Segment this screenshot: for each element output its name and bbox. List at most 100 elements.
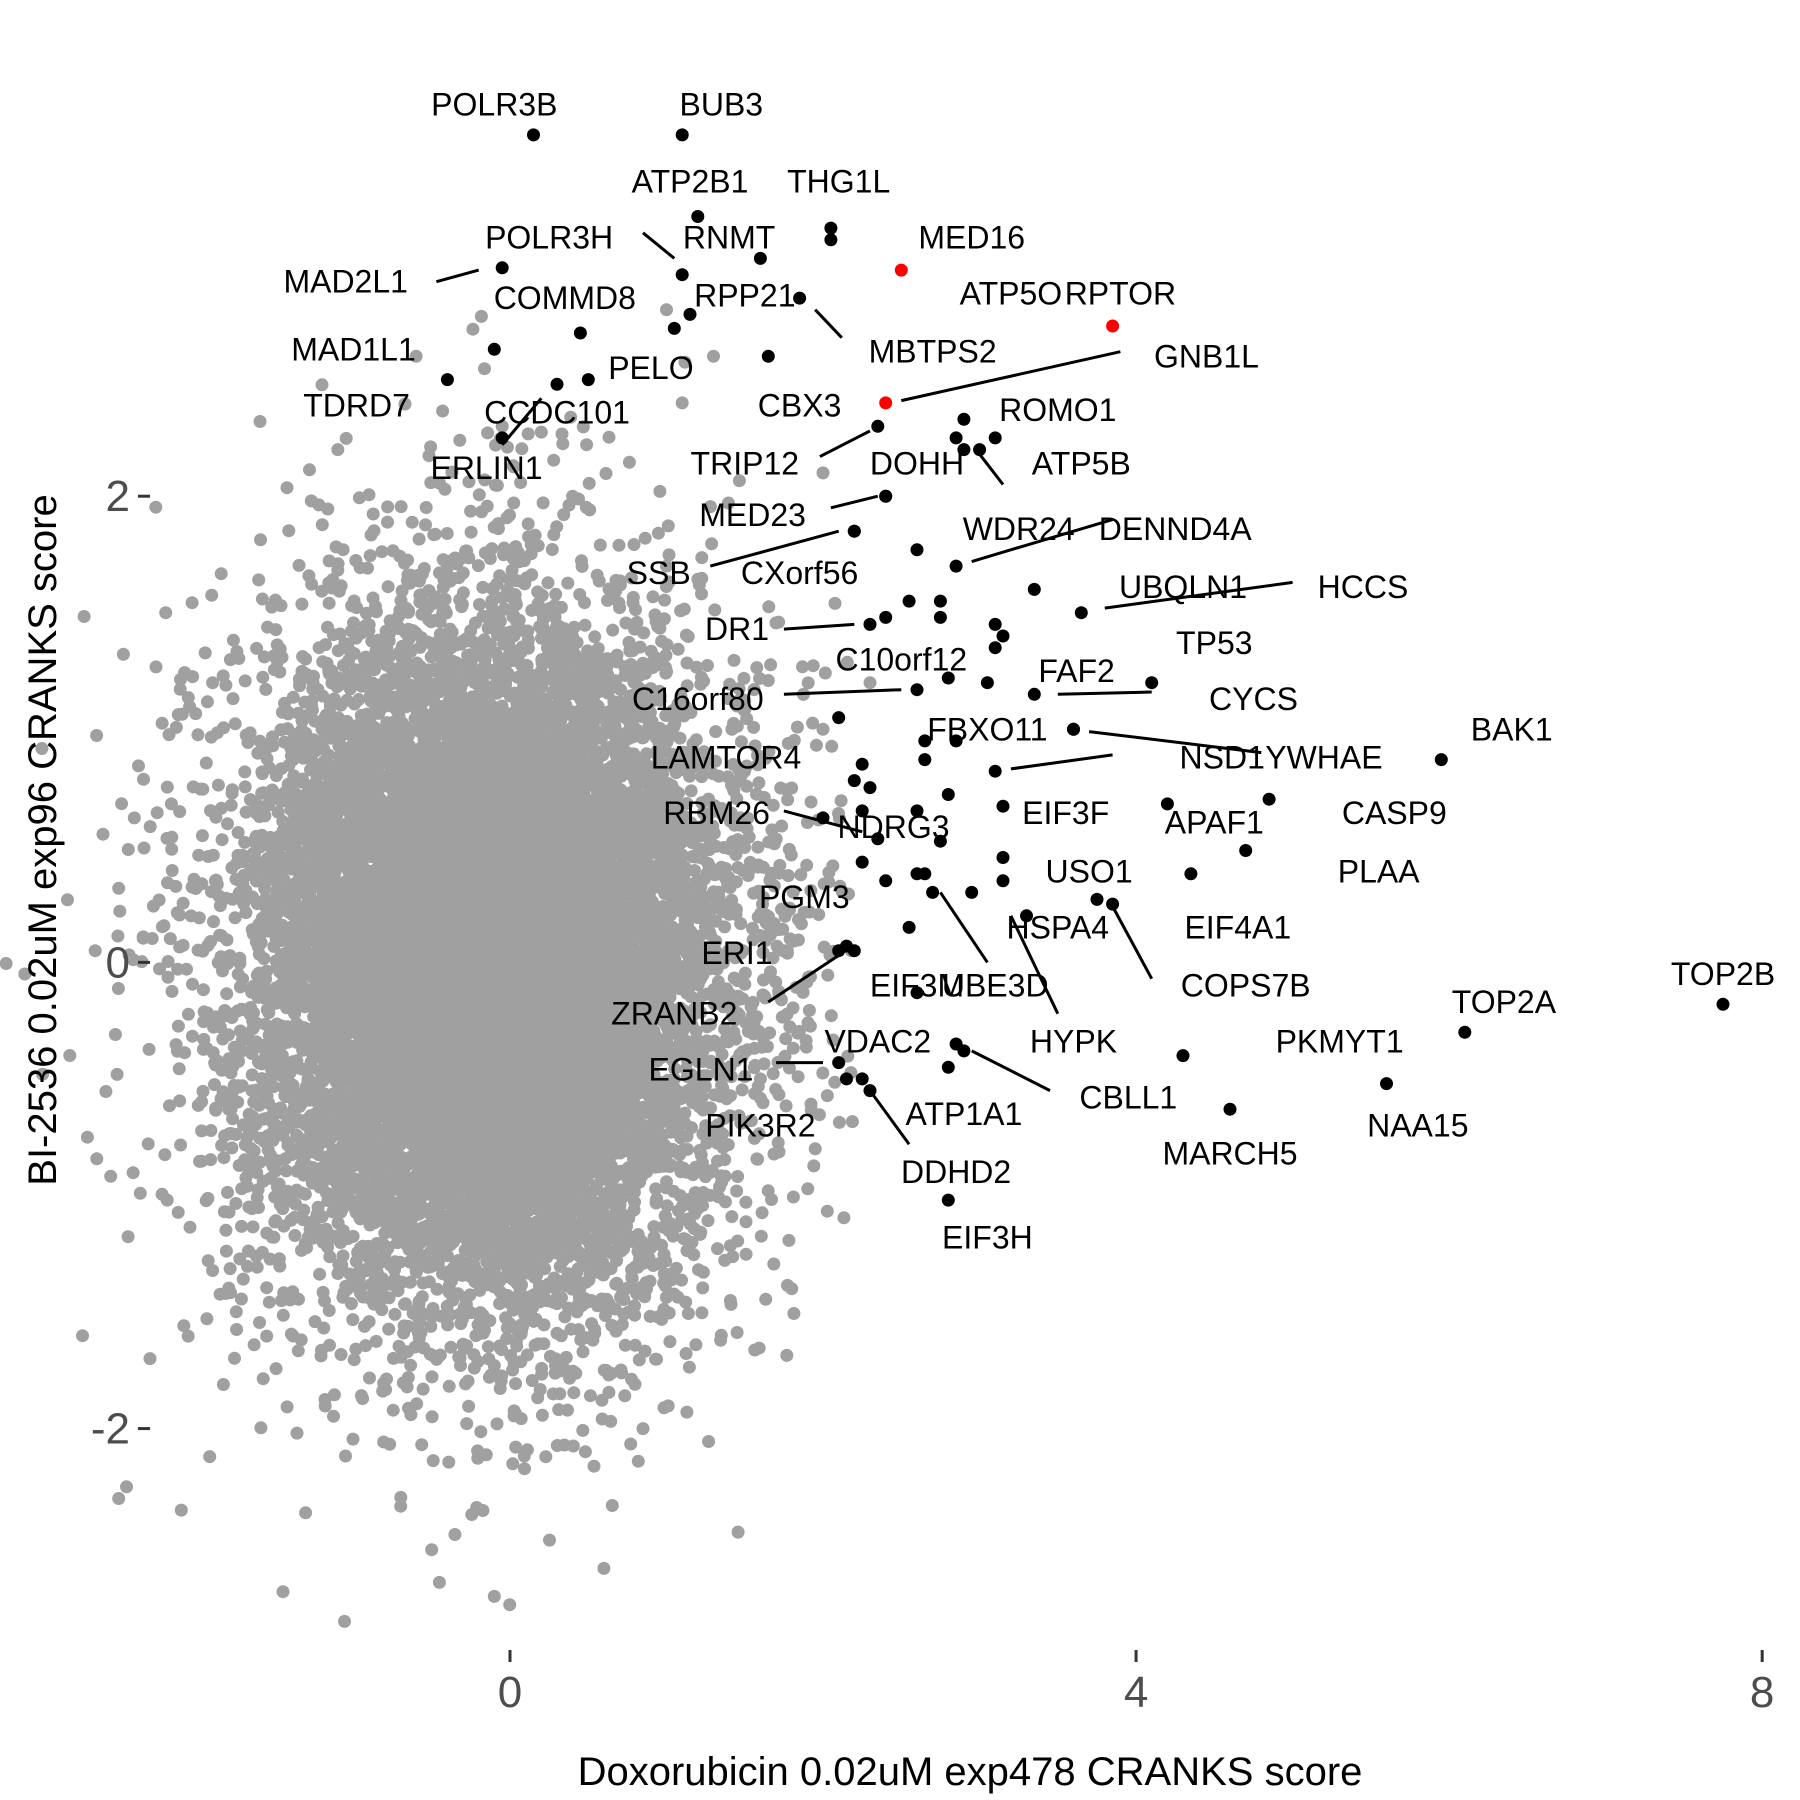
background-point <box>727 653 741 667</box>
background-point <box>171 708 185 722</box>
background-point <box>824 1009 838 1023</box>
background-point <box>816 1066 830 1080</box>
background-point <box>386 1403 400 1417</box>
background-point <box>238 765 252 779</box>
background-point <box>327 1388 341 1402</box>
background-point <box>467 1361 481 1375</box>
background-point <box>226 633 240 647</box>
background-point <box>425 1370 439 1384</box>
background-point <box>375 545 389 559</box>
background-point <box>825 739 839 753</box>
background-point <box>567 1386 581 1400</box>
background-point <box>807 1159 821 1173</box>
background-point <box>108 1028 122 1041</box>
background-point <box>658 593 672 607</box>
background-point <box>507 496 521 510</box>
background-point <box>801 1182 815 1196</box>
background-point <box>746 933 760 947</box>
background-point <box>804 795 818 809</box>
background-point <box>104 1169 118 1183</box>
background-point <box>587 1459 601 1473</box>
background-point <box>322 596 336 610</box>
background-point <box>752 776 766 790</box>
background-point <box>137 772 150 786</box>
background-point <box>192 911 206 925</box>
background-point <box>269 1362 283 1376</box>
background-point <box>228 1351 241 1365</box>
background-point <box>226 692 240 706</box>
background-point <box>453 433 467 447</box>
background-point <box>381 580 395 594</box>
background-point <box>506 1457 520 1471</box>
background-point <box>217 1205 231 1219</box>
background-point <box>262 1295 276 1309</box>
background-point <box>223 1262 237 1276</box>
background-point <box>362 488 376 502</box>
background-point <box>747 720 761 734</box>
background-point <box>196 1084 210 1098</box>
background-point <box>759 1292 773 1306</box>
background-point <box>253 1316 266 1329</box>
background-point <box>767 1257 781 1271</box>
background-point <box>173 805 187 819</box>
background-point <box>662 548 676 562</box>
background-point <box>537 1337 551 1351</box>
background-point <box>671 1290 685 1304</box>
background-point <box>602 430 616 444</box>
background-point <box>121 1230 135 1244</box>
background-point <box>322 1304 336 1317</box>
background-point <box>646 590 660 604</box>
background-point <box>363 549 377 563</box>
background-point <box>547 453 561 467</box>
background-point <box>738 1070 752 1083</box>
background-point <box>578 618 592 632</box>
background-point <box>221 817 234 831</box>
background-point <box>186 977 199 991</box>
background-point <box>750 1152 764 1166</box>
background-point <box>290 1426 304 1440</box>
background-point <box>726 1250 740 1264</box>
background-point <box>315 518 329 532</box>
background-point <box>723 1294 737 1307</box>
background-point <box>550 1326 564 1340</box>
background-point <box>588 630 602 644</box>
background-point <box>627 538 641 551</box>
background-point <box>231 826 245 839</box>
background-point <box>219 1244 233 1258</box>
background-point <box>419 518 432 532</box>
background-point <box>149 660 163 674</box>
background-point <box>394 500 408 514</box>
background-point <box>700 659 714 672</box>
background-point <box>203 1450 217 1464</box>
background-point-cloud <box>0 309 859 1628</box>
background-point <box>253 415 267 428</box>
background-point <box>77 610 91 623</box>
background-point <box>606 623 620 637</box>
background-point <box>308 1315 322 1329</box>
background-point <box>238 780 252 794</box>
background-point <box>334 1348 348 1361</box>
background-point <box>472 488 486 502</box>
background-point <box>115 797 129 811</box>
background-point <box>739 1215 753 1229</box>
background-point <box>721 496 735 510</box>
background-point <box>191 728 205 742</box>
background-point <box>628 1377 642 1391</box>
background-point <box>605 1499 619 1512</box>
background-point <box>382 1322 396 1336</box>
background-point <box>455 1312 469 1326</box>
background-point <box>834 794 848 808</box>
background-point <box>313 1267 327 1281</box>
background-point <box>462 1399 476 1413</box>
background-point <box>781 793 795 807</box>
background-point <box>221 1185 234 1199</box>
background-point <box>270 638 284 652</box>
background-point <box>158 1148 172 1162</box>
background-point <box>346 1313 360 1327</box>
background-point <box>731 1170 745 1183</box>
background-point <box>303 463 316 477</box>
background-point <box>701 1214 715 1228</box>
background-point <box>576 1423 590 1437</box>
background-point <box>185 1029 199 1043</box>
